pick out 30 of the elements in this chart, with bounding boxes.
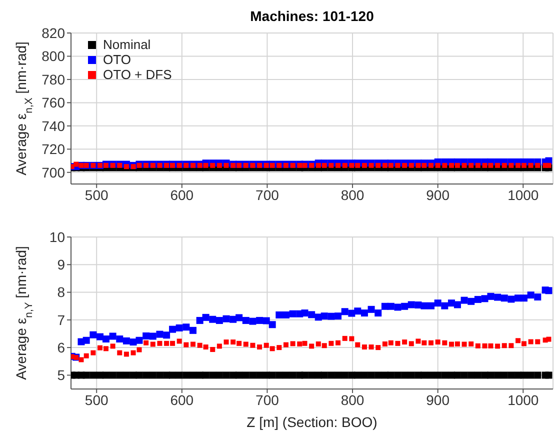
x-tick-label: 900 — [426, 186, 450, 203]
x-tick-label: 800 — [340, 186, 364, 203]
x-tick-label: 1000 — [508, 392, 539, 408]
y-tick-label: 10 — [49, 228, 66, 245]
y-tick-label: 820 — [42, 24, 66, 41]
legend-label: Nominal — [103, 37, 151, 52]
y-tick-label: 740 — [42, 118, 66, 134]
x-tick-label: 700 — [256, 186, 280, 203]
y-tick-label: 9 — [57, 256, 66, 273]
x-tick-label: 900 — [426, 392, 450, 408]
x-tick-label: 500 — [84, 186, 108, 203]
y-tick-label: 5 — [57, 367, 66, 384]
x-tick-label: 600 — [170, 392, 194, 408]
y-tick-label: 760 — [42, 94, 66, 111]
x-tick-label: 800 — [340, 392, 364, 408]
x-tick-label: 500 — [84, 392, 108, 408]
legend-label: OTO — [103, 52, 131, 67]
legend-label: OTO + DFS — [103, 67, 172, 82]
y-tick-label: 800 — [42, 48, 66, 64]
x-tick-label: 700 — [256, 392, 280, 408]
x-tick-label: 1000 — [508, 186, 539, 203]
x-axis-title: Z [m] (Section: BOO) — [246, 414, 378, 430]
y-tick-label: 7 — [57, 312, 66, 328]
y-tick-label: 780 — [42, 71, 66, 88]
y-tick-label: 8 — [57, 284, 66, 300]
y-tick-label: 720 — [42, 141, 66, 158]
y-tick-label: 6 — [57, 340, 66, 356]
y-tick-label: 700 — [42, 164, 66, 180]
x-tick-label: 600 — [170, 186, 194, 203]
chart-title: Machines: 101-120 — [249, 8, 375, 24]
